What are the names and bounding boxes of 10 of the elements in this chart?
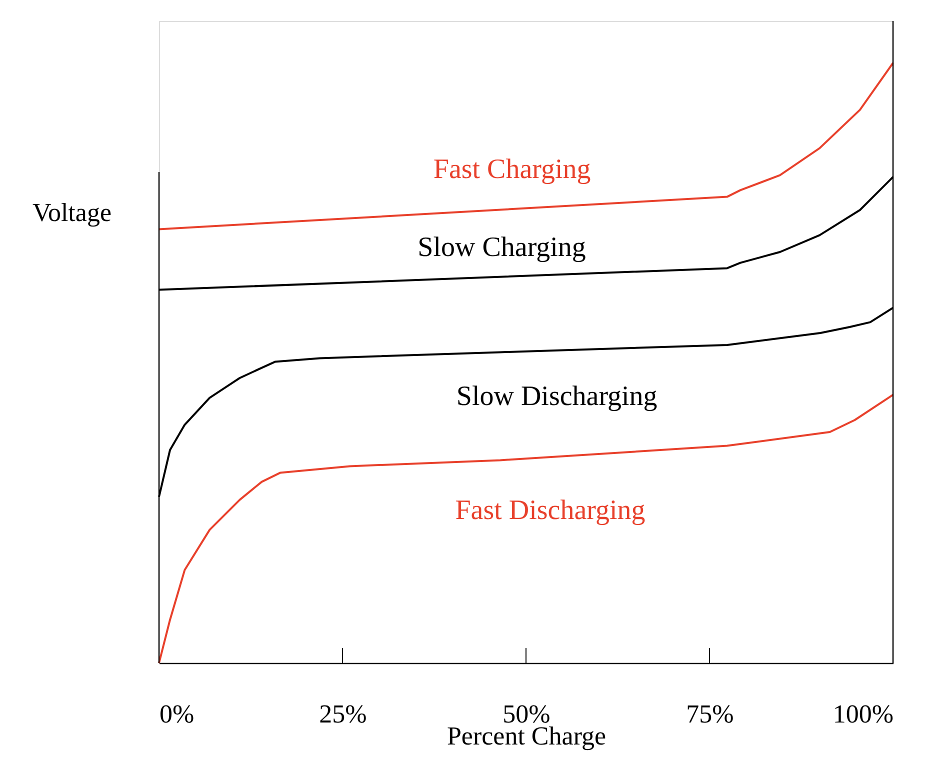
y-axis-title: Voltage: [32, 198, 112, 227]
x-tick-label: 75%: [686, 700, 734, 728]
x-axis-title: Percent Charge: [446, 722, 606, 750]
x-tick-label: 100%: [832, 700, 894, 728]
series-label: Fast Discharging: [455, 495, 646, 526]
series-label: Fast Charging: [433, 154, 591, 185]
series-label: Slow Charging: [418, 232, 586, 263]
x-tick-label: 0%: [160, 700, 194, 728]
series-label: Slow Discharging: [456, 381, 658, 412]
x-tick-label: 25%: [319, 700, 367, 728]
